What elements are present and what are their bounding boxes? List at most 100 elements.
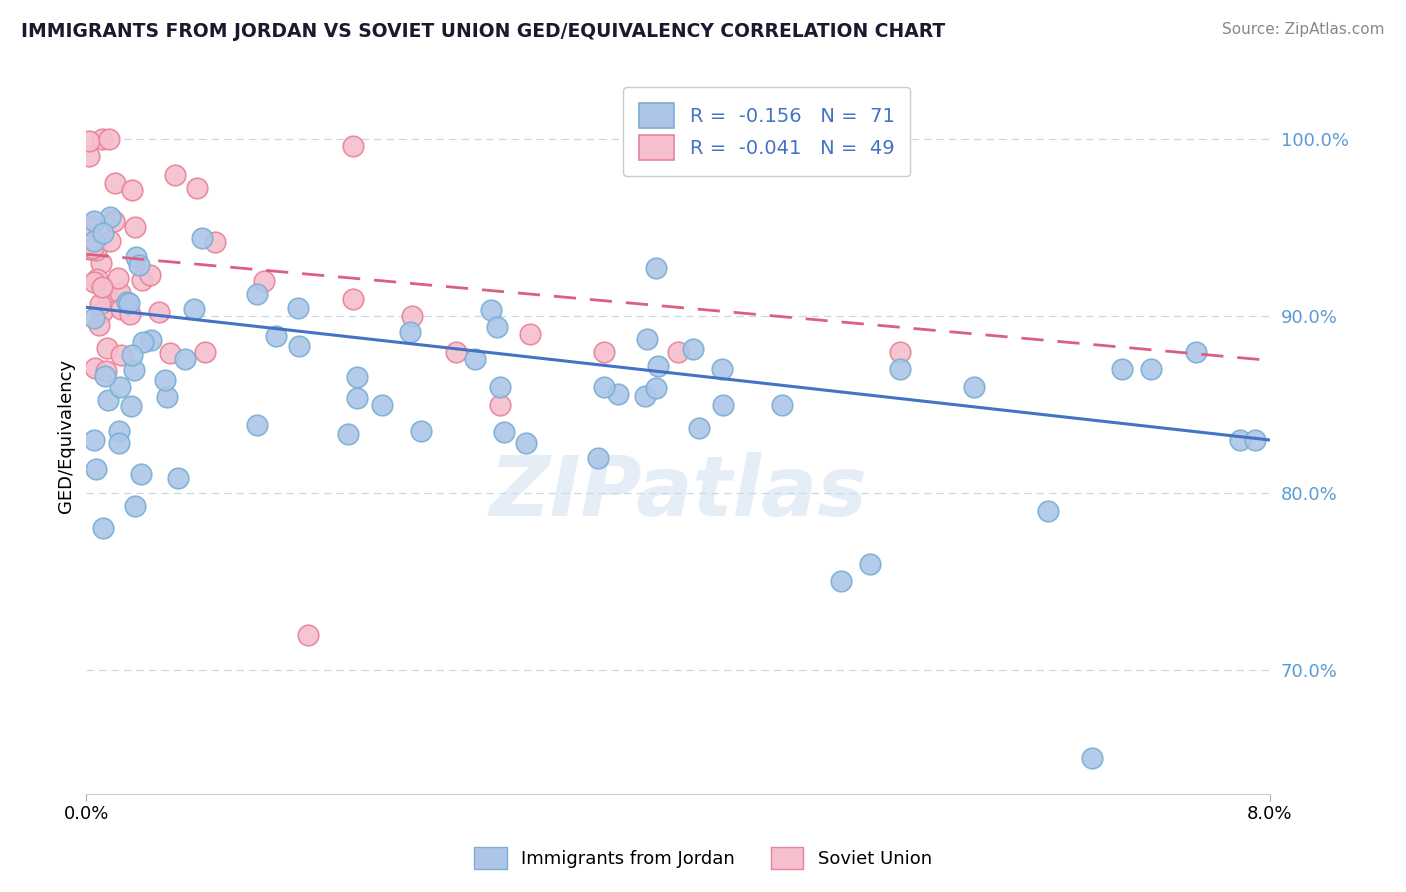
Point	[398, 326, 420, 340]
Text: ZIPatlas: ZIPatlas	[489, 452, 868, 533]
Point	[253, 274, 276, 288]
Point	[444, 344, 467, 359]
Point	[183, 302, 205, 317]
Point	[84, 361, 107, 376]
Point	[89, 297, 111, 311]
Point	[371, 398, 394, 412]
Point	[593, 380, 616, 394]
Point	[401, 309, 423, 323]
Point	[173, 351, 195, 366]
Legend: R =  -0.156   N =  71, R =  -0.041   N =  49: R = -0.156 N = 71, R = -0.041 N = 49	[623, 87, 910, 176]
Point	[156, 390, 179, 404]
Point	[94, 369, 117, 384]
Point	[246, 418, 269, 433]
Point	[121, 348, 143, 362]
Point	[107, 271, 129, 285]
Point	[124, 250, 146, 264]
Point	[138, 268, 160, 282]
Point	[117, 295, 139, 310]
Point	[297, 627, 319, 641]
Point	[889, 344, 911, 359]
Point	[644, 260, 666, 275]
Point	[409, 424, 432, 438]
Point	[194, 344, 217, 359]
Point	[1111, 362, 1133, 376]
Point	[141, 333, 163, 347]
Point	[266, 329, 288, 343]
Text: IMMIGRANTS FROM JORDAN VS SOVIET UNION GED/EQUIVALENCY CORRELATION CHART: IMMIGRANTS FROM JORDAN VS SOVIET UNION G…	[21, 22, 945, 41]
Point	[1140, 362, 1163, 376]
Point	[104, 177, 127, 191]
Point	[479, 303, 502, 318]
Point	[489, 398, 512, 412]
Point	[108, 425, 131, 439]
Point	[131, 273, 153, 287]
Point	[688, 421, 710, 435]
Point	[90, 256, 112, 270]
Point	[337, 426, 360, 441]
Point	[87, 318, 110, 332]
Point	[83, 310, 105, 325]
Point	[124, 219, 146, 234]
Point	[110, 380, 132, 394]
Point	[96, 341, 118, 355]
Point	[83, 433, 105, 447]
Point	[97, 393, 120, 408]
Point	[186, 181, 208, 195]
Point	[1184, 344, 1206, 359]
Point	[346, 370, 368, 384]
Point	[80, 243, 103, 257]
Y-axis label: GED/Equivalency: GED/Equivalency	[58, 359, 75, 513]
Point	[80, 219, 103, 233]
Point	[342, 139, 364, 153]
Point	[86, 462, 108, 476]
Point	[122, 362, 145, 376]
Point	[1081, 751, 1104, 765]
Point	[82, 241, 104, 255]
Point	[666, 344, 689, 359]
Point	[770, 398, 793, 412]
Point	[129, 467, 152, 481]
Point	[346, 392, 368, 406]
Point	[464, 351, 486, 366]
Point	[586, 450, 609, 465]
Point	[118, 307, 141, 321]
Point	[83, 234, 105, 248]
Point	[1036, 504, 1059, 518]
Point	[515, 435, 537, 450]
Point	[118, 296, 141, 310]
Point	[489, 380, 512, 394]
Point	[91, 305, 114, 319]
Point	[148, 304, 170, 318]
Point	[204, 235, 226, 249]
Point	[77, 149, 100, 163]
Point	[84, 243, 107, 257]
Point	[682, 342, 704, 356]
Point	[98, 132, 121, 146]
Point	[711, 362, 734, 376]
Point	[287, 301, 309, 315]
Point	[485, 320, 508, 334]
Point	[100, 234, 122, 248]
Point	[342, 292, 364, 306]
Point	[634, 389, 657, 403]
Point	[91, 280, 114, 294]
Point	[91, 521, 114, 535]
Point	[644, 381, 666, 395]
Point	[593, 344, 616, 359]
Point	[191, 230, 214, 244]
Point	[889, 362, 911, 376]
Point	[245, 287, 267, 301]
Point	[492, 425, 515, 439]
Point	[636, 332, 658, 346]
Point	[519, 326, 541, 341]
Point	[121, 183, 143, 197]
Point	[288, 339, 311, 353]
Point	[830, 574, 852, 589]
Point	[132, 334, 155, 349]
Point	[128, 258, 150, 272]
Legend: Immigrants from Jordan, Soviet Union: Immigrants from Jordan, Soviet Union	[465, 838, 941, 879]
Point	[159, 346, 181, 360]
Point	[107, 436, 129, 450]
Point	[96, 286, 118, 301]
